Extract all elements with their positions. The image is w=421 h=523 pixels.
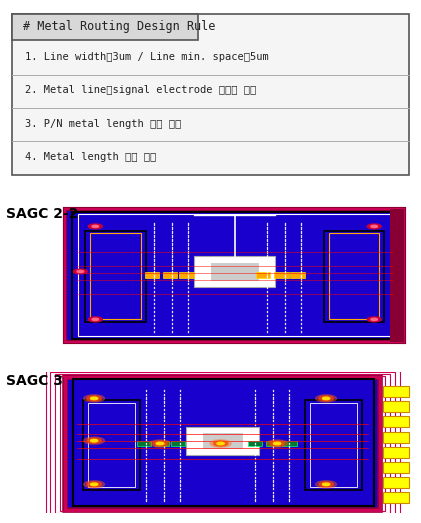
Circle shape (322, 397, 330, 400)
Bar (65, 377, 380, 510)
Circle shape (217, 442, 224, 445)
Bar (328, 233, 379, 320)
Bar (78, 214, 392, 336)
Circle shape (88, 224, 102, 229)
Text: SAGC 2-2: SAGC 2-2 (6, 207, 79, 221)
Bar (155, 441, 169, 446)
Circle shape (316, 395, 337, 402)
Bar (145, 272, 159, 278)
Bar (384, 462, 408, 473)
Bar (60, 376, 385, 511)
Bar (72, 212, 397, 339)
Circle shape (74, 269, 87, 274)
Circle shape (77, 270, 84, 272)
Bar (274, 272, 288, 278)
Circle shape (92, 225, 99, 228)
Bar (45, 370, 400, 517)
Bar (90, 233, 141, 320)
Text: 3. P/N metal length 같게 설계: 3. P/N metal length 같게 설계 (24, 119, 181, 129)
Bar (384, 401, 408, 412)
Circle shape (156, 442, 164, 445)
Bar (73, 379, 374, 506)
Circle shape (270, 441, 285, 446)
Circle shape (84, 437, 104, 445)
Circle shape (149, 440, 171, 447)
Bar (55, 374, 390, 513)
Bar (65, 210, 405, 342)
Bar (195, 256, 275, 287)
Text: # Metal Routing Design Rule: # Metal Routing Design Rule (23, 20, 215, 33)
Circle shape (88, 317, 102, 322)
Bar (65, 377, 380, 510)
Bar (256, 272, 270, 278)
Circle shape (319, 396, 333, 401)
Bar (384, 386, 408, 397)
Bar (163, 272, 177, 278)
Text: SAGC 3: SAGC 3 (6, 374, 63, 389)
Bar (179, 272, 194, 278)
Circle shape (87, 482, 101, 487)
Bar (210, 262, 259, 281)
Circle shape (371, 225, 377, 228)
Bar (65, 377, 380, 510)
Bar (65, 210, 405, 342)
Bar (324, 231, 384, 322)
Bar (384, 492, 408, 503)
Circle shape (87, 396, 101, 401)
Circle shape (91, 483, 98, 486)
Text: 2. Metal line：signal electrode 최대한 회피: 2. Metal line：signal electrode 최대한 회피 (24, 85, 256, 95)
Circle shape (92, 319, 99, 321)
Bar (266, 441, 280, 446)
Bar (248, 441, 262, 446)
Circle shape (316, 481, 337, 488)
Text: 1. Line width：3um / Line min. space：5um: 1. Line width：3um / Line min. space：5um (24, 52, 268, 62)
Circle shape (266, 440, 288, 447)
Bar (384, 447, 408, 458)
Circle shape (322, 483, 330, 486)
Bar (85, 231, 146, 322)
Bar (384, 477, 408, 488)
Bar (51, 372, 395, 515)
Bar (306, 400, 362, 490)
Bar (282, 441, 296, 446)
Circle shape (87, 438, 101, 443)
Circle shape (84, 395, 104, 402)
Circle shape (367, 224, 381, 229)
Bar (88, 403, 135, 487)
Bar (171, 441, 185, 446)
Bar (65, 210, 405, 342)
Circle shape (371, 319, 377, 321)
Circle shape (213, 441, 228, 446)
Circle shape (274, 442, 281, 445)
Bar (290, 272, 305, 278)
Circle shape (153, 441, 167, 446)
Bar (384, 431, 408, 442)
Bar (136, 441, 151, 446)
Circle shape (367, 317, 381, 322)
Circle shape (91, 397, 98, 400)
Bar (390, 210, 405, 342)
Bar (83, 400, 140, 490)
Circle shape (319, 482, 333, 487)
FancyBboxPatch shape (13, 14, 198, 40)
Bar (384, 416, 408, 427)
Circle shape (91, 439, 98, 442)
Bar (310, 403, 357, 487)
Bar (186, 427, 259, 455)
Text: 4. Metal length 최소 경로: 4. Metal length 최소 경로 (24, 152, 156, 162)
Circle shape (210, 440, 231, 447)
Circle shape (84, 481, 104, 488)
Bar (203, 432, 243, 449)
